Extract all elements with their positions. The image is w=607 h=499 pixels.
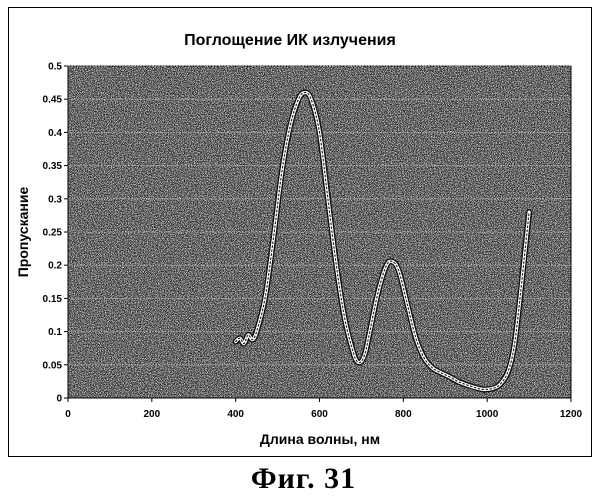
y-tick-label: 0.25 [43,228,63,239]
x-axis-ticks: 0 200 400 600 800 1000 1200 [65,398,582,420]
x-tick-label: 0 [65,409,71,420]
y-tick-label: 0.4 [48,128,62,139]
figure-caption: Фиг. 31 [0,462,607,496]
x-tick-label: 400 [227,409,244,420]
y-tick-label: 0.15 [43,294,63,305]
y-tick-label: 0.3 [48,194,62,205]
y-tick-label: 0.5 [48,62,62,73]
chart-svg: Поглощение ИК излучения 0 200 400 600 800 100… [0,0,607,460]
y-axis-ticks: 0 0.05 0.1 0.15 0.2 0.25 0.3 0.35 0.4 0.45 0.5 [43,62,68,405]
x-axis-label: Длина волны, нм [260,431,380,447]
y-tick-label: 0.45 [43,95,63,106]
y-axis-label: Пропускание [15,187,31,278]
x-tick-label: 1200 [560,409,583,420]
chart-title: Поглощение ИК излучения [184,32,396,49]
x-tick-label: 1000 [476,409,499,420]
y-tick-label: 0 [56,394,62,405]
y-tick-label: 0.05 [43,360,63,371]
x-tick-label: 200 [143,409,160,420]
x-tick-label: 600 [311,409,328,420]
y-tick-label: 0.2 [48,261,62,272]
x-tick-label: 800 [395,409,412,420]
y-tick-label: 0.1 [48,327,62,338]
y-tick-label: 0.35 [43,161,63,172]
